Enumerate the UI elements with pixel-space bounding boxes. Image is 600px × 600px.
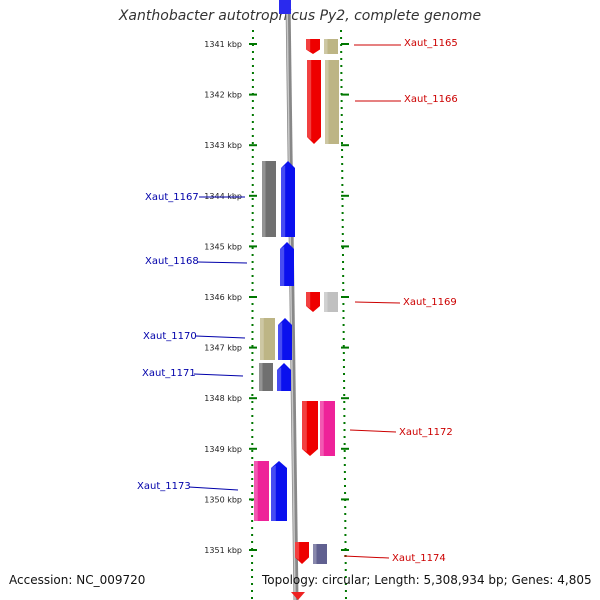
gene-1172-arrow <box>302 401 318 456</box>
gene-1174-arrow <box>295 542 309 564</box>
gene-1169-box <box>324 292 338 312</box>
gene-1172-box-highlight <box>320 401 324 456</box>
gene-1173-arrow-highlight <box>271 465 276 521</box>
gene-1165-box <box>324 39 338 54</box>
gene-1170-box-highlight <box>260 318 264 360</box>
gene-1173-arrow <box>271 461 287 521</box>
gene-label-connector <box>188 486 239 491</box>
gene-label-connector <box>343 555 390 559</box>
gene-1166-arrow-highlight <box>307 60 312 140</box>
gene-1169-arrow-highlight <box>306 292 311 309</box>
gene-labels: Xaut_1165 Xaut_1166 Xaut_1167 Xaut_1168 Xaut… <box>137 38 458 564</box>
kbp-tick-label: 1349 kbp <box>204 445 242 454</box>
kbp-tick-label: 1351 kbp <box>204 546 242 555</box>
gene-1172-box <box>320 401 335 456</box>
gene-1169-arrow <box>306 292 320 312</box>
gene-1165-box-highlight <box>324 39 328 54</box>
gene-1165-arrow <box>306 39 320 54</box>
kbp-tick-label: 1346 kbp <box>204 293 242 302</box>
gene-1166-box-highlight <box>325 60 329 144</box>
gene-label-xaut-1170[interactable]: Xaut_1170 <box>143 331 197 342</box>
gene-1171-box <box>259 363 273 391</box>
kbp-tick-label: 1342 kbp <box>204 91 242 100</box>
gene-1171-arrow-highlight <box>277 367 282 391</box>
gene-1173-box <box>254 461 269 521</box>
gene-label-xaut-1173[interactable]: Xaut_1173 <box>137 481 191 492</box>
gene-1167-arrow-highlight <box>281 165 286 237</box>
gene-1167-box <box>262 161 276 237</box>
gene-label-connector <box>354 301 401 304</box>
gene-label-xaut-1174[interactable]: Xaut_1174 <box>392 553 446 564</box>
gene-1167-box-highlight <box>262 161 266 237</box>
topology-text: Topology: circular; Length: 5,308,934 bp… <box>262 573 592 587</box>
gene-label-connector <box>197 261 248 264</box>
gene-features <box>254 39 339 564</box>
gene-label-xaut-1171[interactable]: Xaut_1171 <box>142 368 196 379</box>
accession-text: Accession: NC_009720 <box>9 573 146 587</box>
gene-label-xaut-1172[interactable]: Xaut_1172 <box>399 427 453 438</box>
dotted-track-line <box>340 29 347 600</box>
gene-label-xaut-1165[interactable]: Xaut_1165 <box>404 38 458 49</box>
gene-1174-arrow-highlight <box>295 542 300 561</box>
gene-1170-box <box>260 318 275 360</box>
gene-1173-box-highlight <box>254 461 258 521</box>
partial-gene-top <box>279 0 291 14</box>
gene-label-xaut-1169[interactable]: Xaut_1169 <box>403 297 457 308</box>
kbp-ticks: 1341 kbp 1342 kbp 1343 kbp 1344 kbp 1345 kbp… <box>204 40 349 555</box>
gene-1174-box <box>313 544 327 564</box>
gene-label-connector <box>193 373 244 377</box>
gene-1171-box-highlight <box>259 363 263 391</box>
kbp-tick-label: 1343 kbp <box>204 141 242 150</box>
gene-1170-arrow-highlight <box>278 322 283 360</box>
gene-label-connector <box>195 335 246 339</box>
gene-label-xaut-1166[interactable]: Xaut_1166 <box>404 94 458 105</box>
gene-1172-arrow-highlight <box>302 401 307 452</box>
gene-1169-box-highlight <box>324 292 328 312</box>
genome-backbone <box>285 0 299 600</box>
gene-1168-arrow <box>280 242 294 286</box>
gene-1166-arrow <box>307 60 321 144</box>
gene-1170-arrow <box>278 318 292 360</box>
gene-1166-box <box>325 60 339 144</box>
gene-1165-arrow-highlight <box>306 39 311 52</box>
gene-label-xaut-1168[interactable]: Xaut_1168 <box>145 256 199 267</box>
kbp-tick-label: 1341 kbp <box>204 40 242 49</box>
partial-gene-bottom <box>291 592 305 600</box>
gene-1174-box-highlight <box>313 544 317 564</box>
gene-label-connector <box>349 429 397 433</box>
dotted-track-line <box>251 29 254 600</box>
kbp-tick-label: 1344 kbp <box>204 192 242 201</box>
kbp-tick-label: 1345 kbp <box>204 242 242 251</box>
page-title: Xanthobacter autotrophicus Py2, complete… <box>118 8 482 24</box>
gene-label-xaut-1167[interactable]: Xaut_1167 <box>145 192 199 203</box>
gene-1171-arrow <box>277 363 291 391</box>
kbp-tick-label: 1347 kbp <box>204 344 242 353</box>
gene-1168-arrow-highlight <box>280 246 285 286</box>
gene-1167-arrow <box>281 161 295 237</box>
kbp-tick-label: 1348 kbp <box>204 394 242 403</box>
kbp-tick-label: 1350 kbp <box>204 495 242 504</box>
